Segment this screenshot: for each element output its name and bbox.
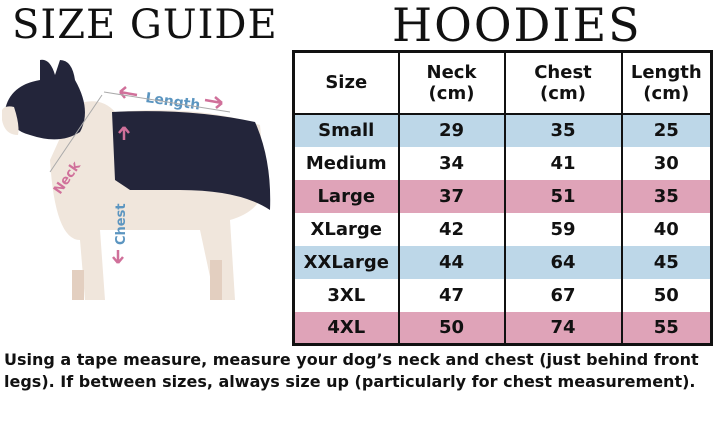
cell-chest: 64 xyxy=(503,245,623,279)
header-chest: Chest (cm) xyxy=(503,51,623,115)
cell-length: 35 xyxy=(620,179,713,213)
cell-length: 40 xyxy=(620,212,713,246)
cell-chest: 35 xyxy=(503,113,623,147)
table-row: Small 29 35 25 xyxy=(292,113,713,147)
header-size: Size xyxy=(292,51,400,115)
chest-label: Chest xyxy=(114,203,129,245)
cell-size: XLarge xyxy=(292,212,400,246)
cell-size: Small xyxy=(292,113,400,147)
cell-size: Large xyxy=(292,179,400,213)
size-table: Size Neck (cm) Chest (cm) Length (cm) Small… xyxy=(292,50,713,346)
cell-neck: 34 xyxy=(397,146,506,180)
hoodies-title: HOODIES xyxy=(392,0,642,52)
table-row: 4XL 50 74 55 xyxy=(292,311,713,345)
cell-length: 45 xyxy=(620,245,713,279)
table-row: XXLarge 44 64 45 xyxy=(292,245,713,279)
cell-neck: 50 xyxy=(397,311,506,345)
length-label: Length xyxy=(144,90,201,114)
table-row: XLarge 42 59 40 xyxy=(292,212,713,246)
instructions-text: Using a tape measure, measure your dog’s… xyxy=(4,350,699,391)
cell-length: 55 xyxy=(620,311,713,345)
cell-length: 50 xyxy=(620,278,713,312)
cell-neck: 37 xyxy=(397,179,506,213)
cell-neck: 42 xyxy=(397,212,506,246)
arrow-icons xyxy=(112,86,223,264)
cell-neck: 29 xyxy=(397,113,506,147)
header-length: Length (cm) xyxy=(620,51,713,115)
cell-chest: 67 xyxy=(503,278,623,312)
cell-chest: 51 xyxy=(503,179,623,213)
cell-chest: 74 xyxy=(503,311,623,345)
cell-neck: 44 xyxy=(397,245,506,279)
cell-chest: 59 xyxy=(503,212,623,246)
table-row: 3XL 47 67 50 xyxy=(292,278,713,312)
cell-size: Medium xyxy=(292,146,400,180)
cell-size: XXLarge xyxy=(292,245,400,279)
cell-length: 30 xyxy=(620,146,713,180)
header-neck: Neck (cm) xyxy=(397,51,506,115)
cell-neck: 47 xyxy=(397,278,506,312)
table-row: Large 37 51 35 xyxy=(292,179,713,213)
cell-size: 4XL xyxy=(292,311,400,345)
size-guide-title: SIZE GUIDE xyxy=(12,2,278,48)
cell-chest: 41 xyxy=(503,146,623,180)
table-row: Medium 34 41 30 xyxy=(292,146,713,180)
cell-length: 25 xyxy=(620,113,713,147)
dog-body xyxy=(2,59,271,300)
cell-size: 3XL xyxy=(292,278,400,312)
dog-illustration: Length Neck Chest xyxy=(2,59,271,300)
